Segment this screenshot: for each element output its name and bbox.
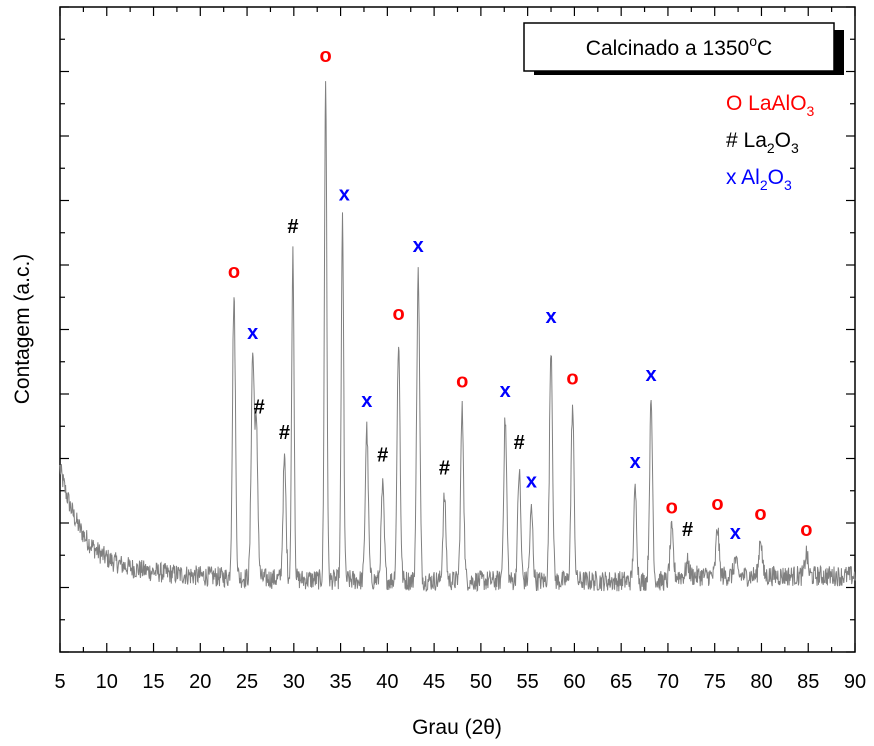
peak-marker: # (254, 396, 265, 418)
degree-sign: o (749, 33, 757, 49)
x-tick-label: 5 (54, 671, 65, 693)
y-axis-title: Contagem (a.c.) (11, 254, 34, 405)
peak-marker: o (666, 496, 678, 518)
peak-marker: x (545, 306, 556, 328)
x-tick-label: 85 (797, 671, 819, 693)
axis-ticks (59, 6, 856, 653)
peak-marker: # (377, 445, 388, 467)
chart-title: Calcinado a 1350oC (586, 33, 772, 60)
x-tick-label: 15 (142, 671, 164, 693)
x-tick-label: 35 (329, 671, 351, 693)
peak-marker: # (287, 216, 298, 238)
x-tick-label: 55 (517, 671, 539, 693)
peak-marker: x (247, 322, 258, 344)
peak-marker: x (339, 184, 350, 206)
x-axis-title: Grau (2θ) (412, 716, 502, 739)
x-tick-label: 20 (189, 671, 211, 693)
x-tick-label: 60 (563, 671, 585, 693)
x-tick-label: 75 (704, 671, 726, 693)
x-tick-labels: 5 10 15 20 25 30 35 40 45 50 55 60 65 70 75 80 85 90 (54, 671, 866, 693)
title-box (523, 22, 835, 72)
peak-marker: o (392, 303, 404, 325)
peak-marker: # (279, 422, 290, 444)
peak-marker: o (566, 367, 578, 389)
peak-marker: x (730, 522, 741, 544)
peak-marker: x (500, 380, 511, 402)
x-tick-label: 65 (610, 671, 632, 693)
peak-marker: o (754, 503, 766, 525)
peak-marker: # (682, 519, 693, 541)
x-tick-label: 40 (376, 671, 398, 693)
x-tick-label: 70 (657, 671, 679, 693)
x-tick-label: 80 (750, 671, 772, 693)
x-tick-label: 25 (236, 671, 258, 693)
peak-marker: x (526, 471, 537, 493)
x-tick-label: 45 (423, 671, 445, 693)
peak-marker: o (800, 519, 812, 541)
peak-marker: o (228, 261, 240, 283)
x-tick-label: 50 (470, 671, 492, 693)
legend-entry: # La2O3 (726, 129, 799, 156)
peak-marker: o (456, 371, 468, 393)
x-tick-label: 90 (844, 671, 866, 693)
x-tick-label: 10 (96, 671, 118, 693)
peak-marker: x (413, 235, 424, 257)
peak-marker: # (439, 458, 450, 480)
peak-marker: o (320, 45, 332, 67)
legend-entry: O LaAlO3 (726, 92, 815, 119)
peak-marker: x (630, 451, 641, 473)
legend-entry: x Al2O3 (726, 166, 792, 193)
peak-marker: # (514, 432, 525, 454)
diffraction-pattern-line (59, 81, 856, 593)
peak-marker: x (361, 390, 372, 412)
legend: O LaAlO3 # La2O3 x Al2O3 (726, 92, 815, 193)
x-tick-label: 30 (283, 671, 305, 693)
peak-marker: o (711, 493, 723, 515)
peak-marker: x (646, 364, 657, 386)
